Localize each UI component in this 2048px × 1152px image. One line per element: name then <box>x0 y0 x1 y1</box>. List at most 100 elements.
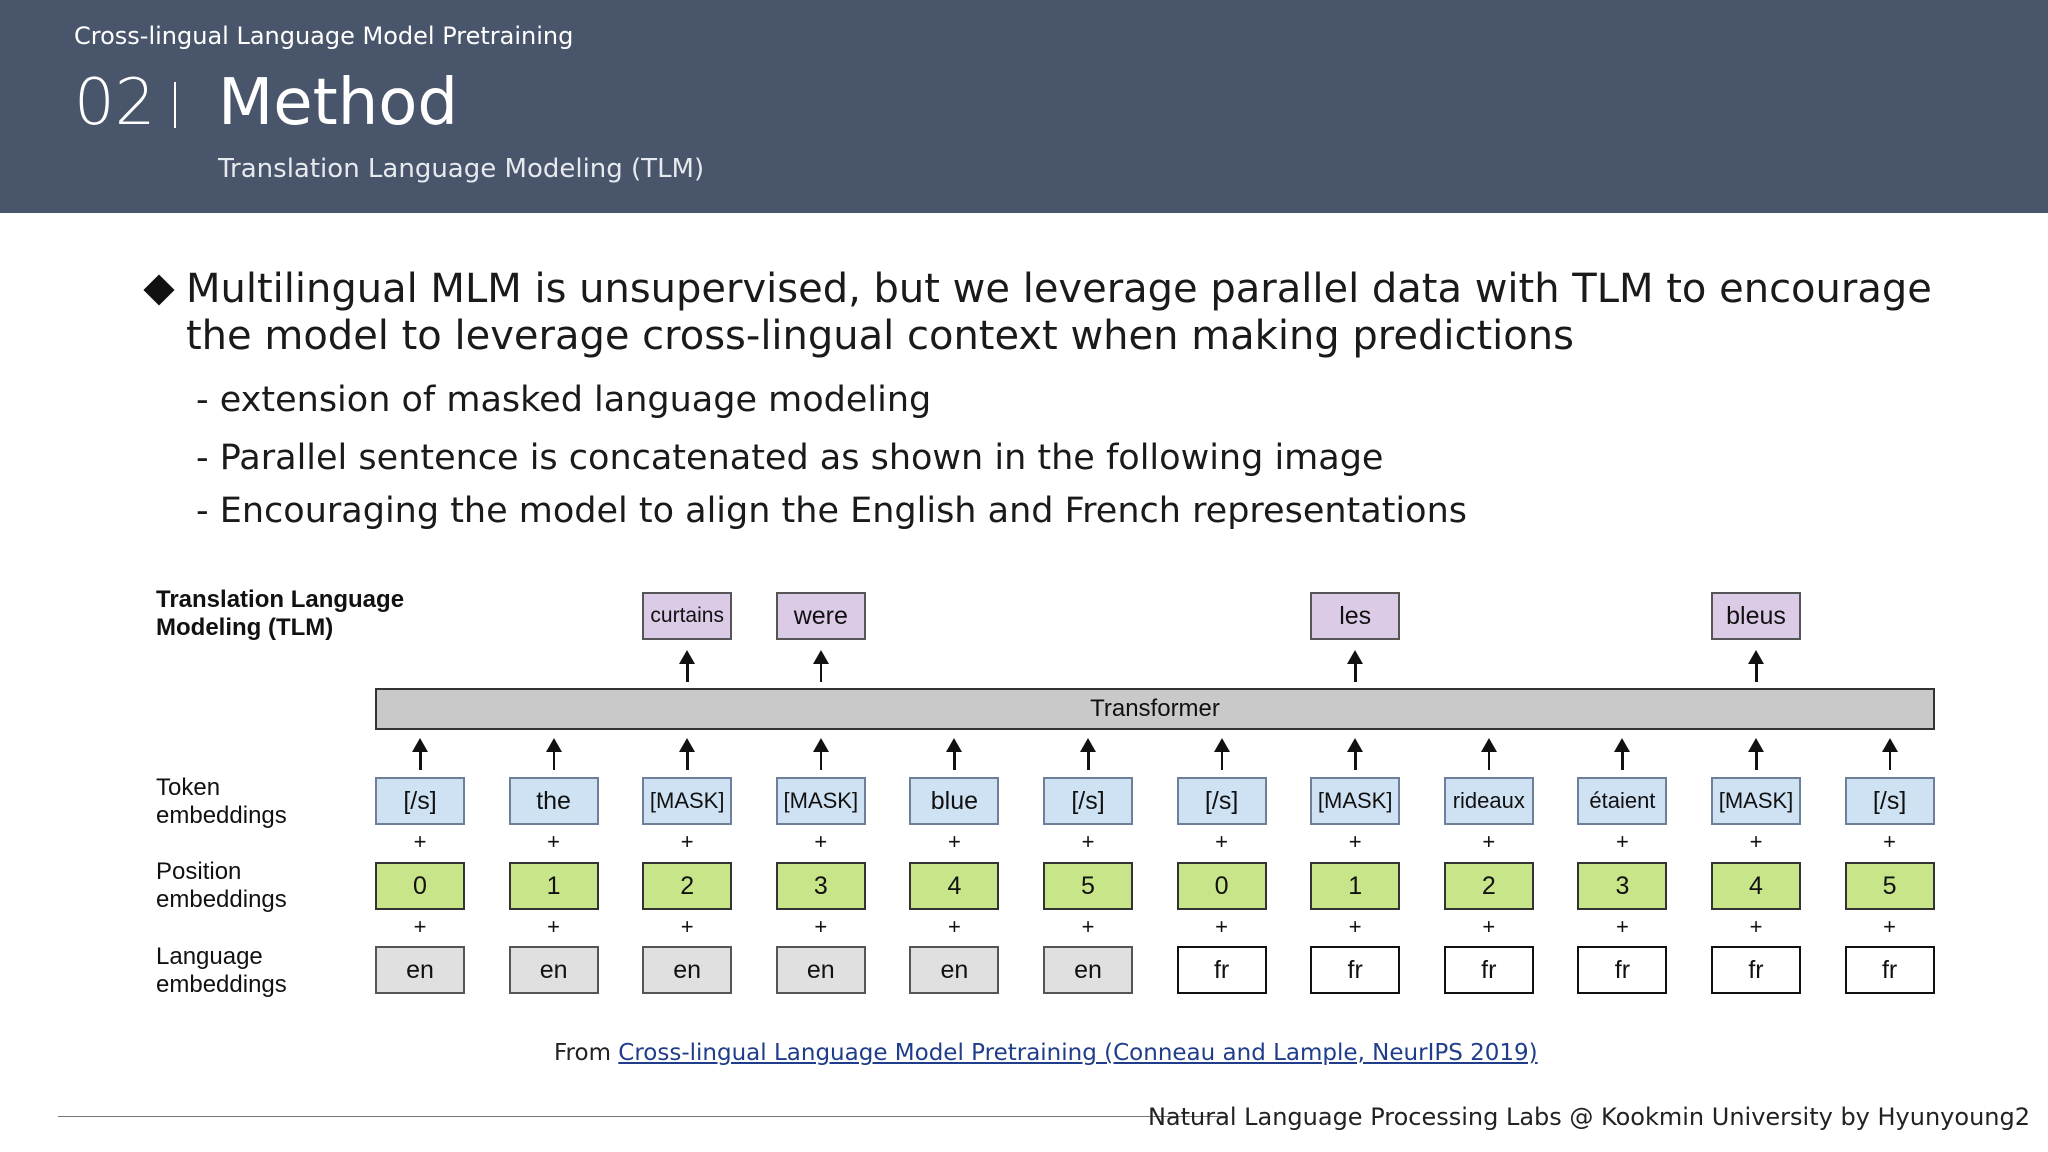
arrow-head <box>679 650 696 664</box>
source-citation: From Cross-lingual Language Model Pretra… <box>554 1040 1538 1066</box>
position-embedding-box: 5 <box>1844 862 1935 910</box>
arrow-shaft <box>1888 748 1892 770</box>
diagram-title: Translation Language Modeling (TLM) <box>156 586 404 642</box>
token-embeddings-label: Token embeddings <box>156 774 287 830</box>
plus-sign: + <box>413 914 427 939</box>
token-embedding-box: blue <box>909 777 1000 825</box>
arrow-head <box>545 738 562 752</box>
row-label-line: embeddings <box>156 886 287 913</box>
plus-sign: + <box>1749 829 1763 854</box>
arrow-shaft <box>1755 748 1758 770</box>
section-number: 02 <box>74 66 156 140</box>
section-title: Method <box>218 66 459 140</box>
plus-sign: + <box>547 914 561 939</box>
arrow-shaft <box>686 660 689 682</box>
plus-sign: + <box>680 829 694 854</box>
arrow-shaft <box>819 660 823 682</box>
plus-sign: + <box>1215 829 1229 854</box>
row-label-line: Language <box>156 943 263 970</box>
up-arrow-icon <box>812 738 829 770</box>
row-label-line: embeddings <box>156 971 287 998</box>
main-bullet-text: Multilingual MLM is unsupervised, but we… <box>186 266 1932 359</box>
token-embedding-box: [MASK] <box>1310 777 1401 825</box>
footer-credit: Natural Language Processing Labs @ Kookm… <box>1147 1103 2030 1131</box>
token-embedding-box: étaient <box>1577 777 1668 825</box>
plus-sign: + <box>1215 914 1229 939</box>
arrow-head <box>1347 738 1364 752</box>
arrow-head <box>1347 650 1364 664</box>
token-embedding-box: the <box>508 777 599 825</box>
position-embedding-box: 2 <box>1443 862 1534 910</box>
language-embedding-box: en <box>375 946 465 994</box>
source-prefix: From <box>554 1040 619 1066</box>
arrow-head <box>1748 738 1764 752</box>
position-embedding-box: 2 <box>642 862 733 910</box>
position-embedding-box: 4 <box>1711 862 1801 910</box>
arrow-shaft <box>1354 660 1357 682</box>
position-embeddings-label: Position embeddings <box>156 858 287 914</box>
up-arrow-icon <box>545 738 562 770</box>
plus-sign: + <box>413 829 427 854</box>
footer-divider <box>58 1116 1228 1117</box>
plus-sign: + <box>1482 829 1496 854</box>
arrow-shaft <box>419 748 422 770</box>
up-arrow-icon <box>679 738 696 770</box>
token-embedding-box: [MASK] <box>775 777 866 825</box>
plus-sign: + <box>1615 829 1629 854</box>
arrow-head <box>812 738 829 752</box>
deck-title: Cross-lingual Language Model Pretraining <box>74 22 574 50</box>
up-arrow-icon <box>1748 738 1764 770</box>
up-arrow-icon <box>1347 650 1364 682</box>
token-embedding-box: [/s] <box>375 777 465 825</box>
token-embedding-box: [/s] <box>1043 777 1133 825</box>
arrow-shaft <box>1220 748 1224 770</box>
plus-sign: + <box>1883 829 1897 854</box>
language-embedding-box: en <box>775 946 866 994</box>
plus-sign: + <box>547 829 561 854</box>
up-arrow-icon <box>1614 738 1631 770</box>
prediction-box: les <box>1310 592 1401 640</box>
arrow-head <box>1614 738 1631 752</box>
up-arrow-icon <box>679 650 696 682</box>
arrow-shaft <box>686 748 689 770</box>
token-embedding-box: [MASK] <box>642 777 733 825</box>
prediction-box: were <box>775 592 866 640</box>
token-embedding-box: [/s] <box>1844 777 1935 825</box>
diagram-title-line: Translation Language <box>156 586 405 613</box>
arrow-head <box>412 738 428 752</box>
arrow-shaft <box>1755 660 1758 682</box>
language-embedding-box: fr <box>1443 946 1534 994</box>
plus-sign: + <box>1482 914 1496 939</box>
language-embedding-box: en <box>642 946 733 994</box>
up-arrow-icon <box>412 738 428 770</box>
up-arrow-icon <box>1213 738 1230 770</box>
sub-point: - Parallel sentence is concatenated as s… <box>196 438 1384 478</box>
arrow-head <box>1213 738 1230 752</box>
row-label-line: Token <box>156 774 221 801</box>
up-arrow-icon <box>1480 738 1497 770</box>
arrow-head <box>1881 738 1898 752</box>
position-embedding-box: 0 <box>1176 862 1267 910</box>
plus-sign: + <box>947 914 961 939</box>
position-embedding-box: 3 <box>775 862 866 910</box>
plus-sign: + <box>1348 914 1362 939</box>
up-arrow-icon <box>1881 738 1898 770</box>
position-embedding-box: 0 <box>375 862 465 910</box>
section-divider <box>174 82 176 128</box>
language-embedding-box: en <box>909 946 1000 994</box>
plus-sign: + <box>947 829 961 854</box>
arrow-head <box>1748 650 1764 664</box>
arrow-shaft <box>1487 748 1491 770</box>
language-embedding-box: en <box>508 946 599 994</box>
position-embedding-box: 5 <box>1043 862 1133 910</box>
language-embedding-box: fr <box>1711 946 1801 994</box>
source-link[interactable]: Cross-lingual Language Model Pretraining… <box>618 1040 1538 1066</box>
language-embedding-box: fr <box>1310 946 1401 994</box>
section-subtitle: Translation Language Modeling (TLM) <box>218 154 705 184</box>
arrow-head <box>679 738 696 752</box>
arrow-shaft <box>1354 748 1357 770</box>
plus-sign: + <box>1081 829 1095 854</box>
plus-sign: + <box>1348 829 1362 854</box>
sub-point: - Encouraging the model to align the Eng… <box>196 491 1467 531</box>
